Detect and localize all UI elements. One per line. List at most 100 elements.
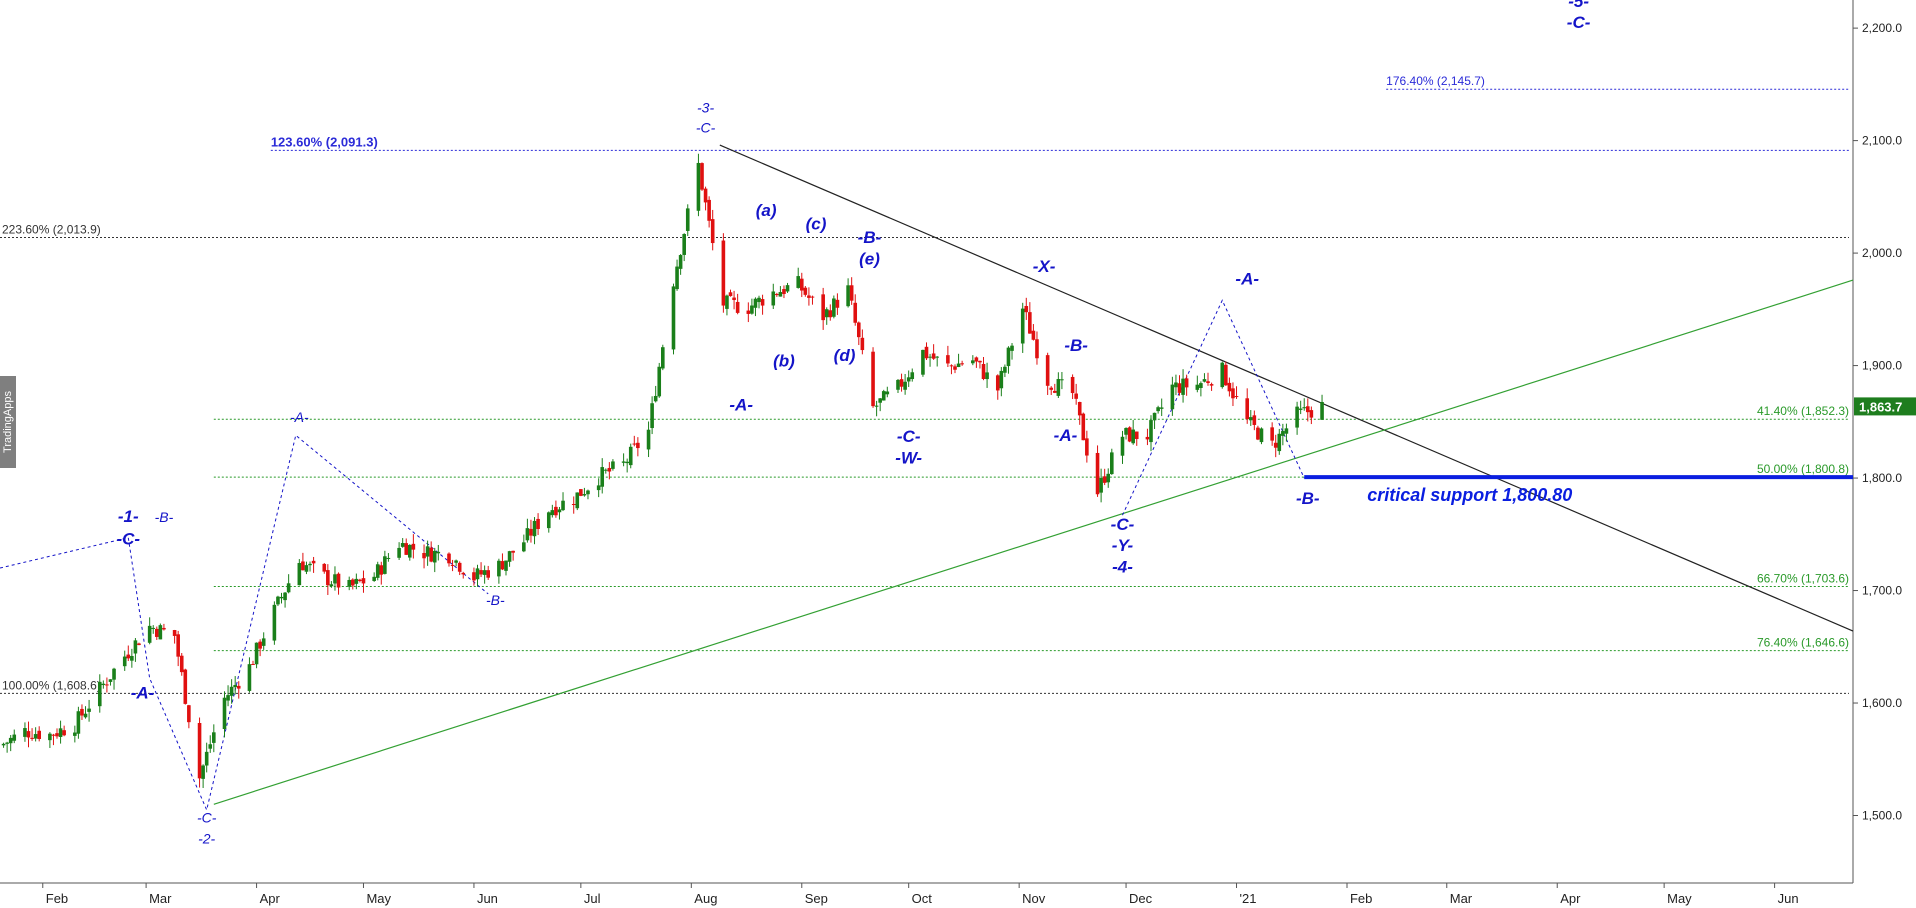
candle-body	[375, 564, 380, 578]
candle-body	[1110, 452, 1114, 475]
candle-body	[661, 347, 665, 369]
candle-body	[130, 655, 134, 661]
candle-body	[849, 285, 854, 301]
x-tick-label: Mar	[1450, 891, 1473, 906]
x-tick-label: Nov	[1022, 891, 1046, 906]
candle-body	[411, 543, 416, 550]
candle-body	[187, 705, 191, 723]
candle-body	[586, 490, 590, 495]
fib-level-label: 66.70% (1,703.6)	[1757, 571, 1849, 585]
candle-body	[276, 596, 280, 605]
y-tick-label: 1,500.0	[1862, 809, 1902, 823]
fib-level-label: 100.00% (1,608.6)	[2, 678, 101, 692]
candle-body	[1031, 330, 1036, 340]
candle-body	[832, 298, 836, 317]
candle-body	[154, 628, 159, 637]
wave-label: -4-	[1112, 558, 1133, 577]
candle-body	[432, 550, 437, 563]
candle-body	[1074, 393, 1078, 399]
candle-body	[1195, 384, 1200, 390]
candle-body	[1020, 308, 1025, 344]
candle-body	[504, 560, 508, 571]
candle-body	[860, 337, 865, 351]
candle-body	[105, 684, 109, 686]
candle-body	[1003, 366, 1007, 373]
candle-body	[236, 685, 241, 689]
candle-body	[322, 563, 327, 572]
candle-body	[1295, 406, 1299, 428]
candle-body	[55, 733, 59, 737]
candle-body	[486, 570, 490, 578]
candle-body	[73, 732, 77, 736]
candle-body	[721, 240, 726, 306]
candle-body	[386, 557, 391, 559]
candle-body	[1134, 431, 1139, 439]
x-tick-label: Aug	[694, 891, 717, 906]
candle-body	[757, 297, 761, 303]
candle-body	[536, 518, 540, 529]
candle-body	[5, 742, 9, 744]
candle-body	[678, 255, 683, 269]
candle-body	[304, 565, 309, 572]
candle-body	[632, 443, 637, 445]
fib-level-label: 41.40% (1,852.3)	[1757, 404, 1849, 418]
candle-body	[735, 301, 740, 313]
y-tick-label: 1,600.0	[1862, 696, 1902, 710]
candle-body	[183, 669, 188, 704]
candle-body	[383, 556, 387, 574]
wave-label: -B-	[858, 228, 882, 247]
candle-body	[1095, 452, 1100, 495]
candle-body	[1199, 383, 1203, 388]
candle-body	[653, 395, 658, 402]
candle-body	[422, 553, 426, 559]
candle-body	[896, 379, 900, 390]
y-tick-label: 2,000.0	[1862, 246, 1902, 260]
x-tick-label: Feb	[46, 891, 68, 906]
x-tick-label: Feb	[1350, 891, 1372, 906]
candle-body	[1302, 407, 1307, 409]
candle-body	[1209, 384, 1214, 386]
candle-body	[931, 353, 936, 359]
wave-label: -B-	[1296, 489, 1320, 508]
candle-body	[725, 295, 729, 309]
fib-level-label: 223.60% (2,013.9)	[2, 222, 101, 236]
candle-body	[778, 292, 783, 297]
candle-body	[1045, 355, 1050, 386]
tradingapps-side-tab[interactable]: TradingApps	[0, 376, 16, 468]
candle-body	[960, 363, 964, 365]
candle-body	[475, 568, 480, 580]
candle-body	[48, 733, 52, 741]
wave-label: -C-	[1111, 515, 1135, 534]
candle-body	[83, 713, 88, 718]
candle-body	[732, 297, 736, 301]
candlestick-series	[1, 153, 1324, 788]
trendline-uptrend	[213, 279, 1854, 805]
candle-body	[746, 310, 751, 314]
candle-body	[856, 322, 861, 338]
candle-body	[172, 630, 177, 636]
candle-body	[1220, 362, 1225, 388]
candle-body	[1259, 428, 1264, 443]
wave-label: -5-	[1568, 0, 1589, 11]
candle-body	[903, 381, 907, 390]
candle-body	[906, 377, 911, 382]
candle-body	[1159, 407, 1164, 409]
candle-body	[261, 638, 266, 646]
candle-body	[97, 681, 102, 707]
candle-body	[1320, 402, 1324, 420]
candle-body	[347, 579, 352, 587]
candle-body	[760, 299, 765, 306]
candle-body	[1252, 415, 1257, 425]
candle-body	[229, 686, 234, 696]
last-price-tag	[1854, 397, 1916, 416]
candle-body	[429, 547, 433, 562]
candle-body	[824, 309, 829, 318]
candle-body	[201, 765, 205, 779]
candle-body	[899, 379, 904, 387]
wave-label: -B-	[1064, 336, 1088, 355]
critical-support-label: critical support 1,800.80	[1367, 485, 1572, 505]
wave-label: -1-	[118, 507, 139, 526]
candle-body	[550, 510, 555, 516]
candle-body	[457, 562, 462, 572]
